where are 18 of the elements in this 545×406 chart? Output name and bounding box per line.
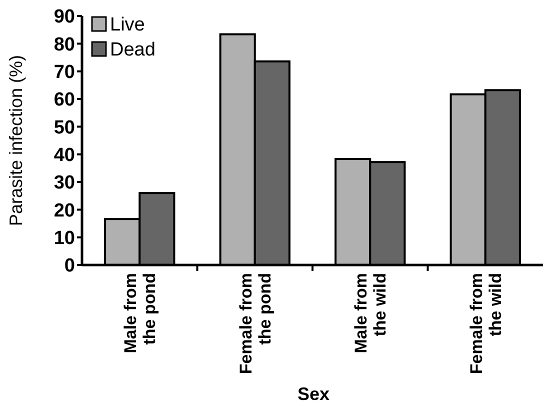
y-tick-label: 20 [54, 200, 75, 222]
y-tick-label: 0 [64, 256, 75, 277]
legend-label: Live [110, 14, 145, 36]
legend-label: Dead [110, 40, 156, 61]
y-axis-title: Parasite infection (%) [6, 54, 26, 226]
y-tick-label: 70 [54, 62, 75, 83]
x-tick-label: Female from the wild [466, 273, 505, 374]
y-tick-label: 10 [54, 228, 75, 249]
y-tick-label: 90 [54, 6, 75, 28]
y-tick-label: 30 [54, 172, 75, 194]
y-tick-label: 50 [54, 117, 75, 138]
y-tick-label: 60 [54, 90, 75, 111]
x-tick-label: Male from the wild [352, 273, 390, 354]
x-tick-label: Female from the pond [236, 273, 274, 374]
y-tick-label: 40 [54, 144, 75, 166]
x-axis-title: Sex [297, 384, 330, 404]
y-tick-label: 80 [54, 34, 75, 56]
x-tick-label: Male from the pond [121, 273, 160, 354]
